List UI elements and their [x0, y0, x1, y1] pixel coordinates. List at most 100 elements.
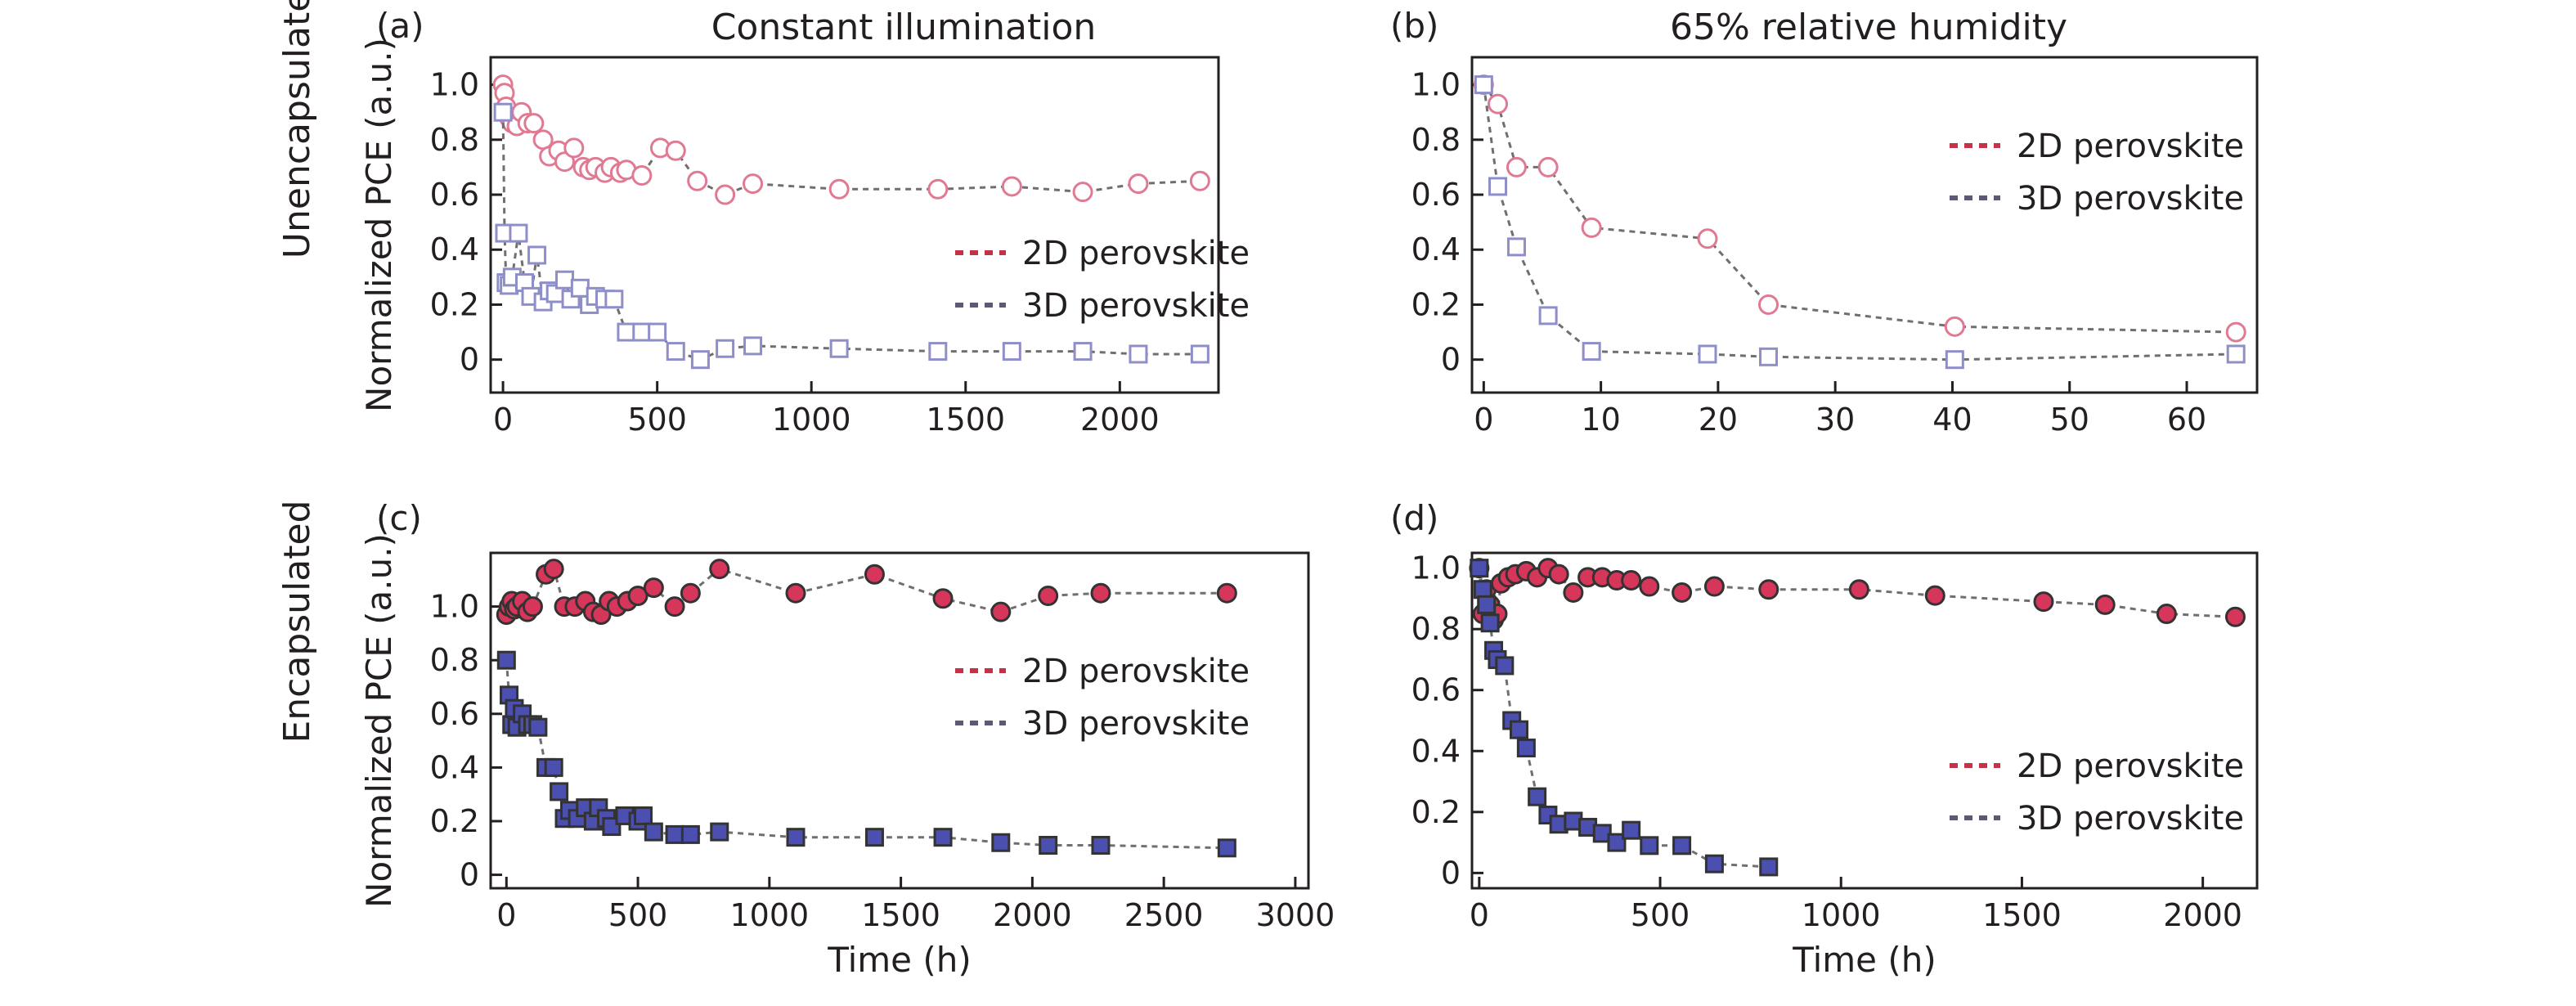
x-tick-label: 2000: [993, 897, 1072, 933]
column-title-illumination: Constant illumination: [711, 7, 1097, 48]
data-point-3d: [1704, 854, 1724, 874]
data-point-2d: [1581, 217, 1602, 238]
data-point-3d: [786, 828, 806, 847]
data-point-2d: [715, 184, 736, 205]
data-point-2d: [785, 582, 806, 604]
data-point-2d: [1038, 585, 1059, 606]
y-tick-label: 0.2: [1411, 794, 1461, 830]
x-tick-label: 1000: [729, 897, 809, 933]
x-tick-label: 0: [496, 897, 516, 933]
panel-label: (d): [1390, 498, 1438, 538]
data-point-3d: [2226, 344, 2246, 364]
data-point-3d: [933, 828, 953, 847]
legend-label-2d: 2D perovskite: [1022, 653, 1250, 690]
data-point-3d: [743, 336, 763, 356]
data-point-3d: [690, 350, 710, 370]
panel-a: 0 500 1000 1500 2000 0 0.2 0.4 0.6 0.8 1.0(a)Norma…: [359, 6, 1250, 438]
data-point-3d: [716, 339, 735, 358]
data-point-3d: [617, 322, 636, 342]
data-point-3d: [1516, 739, 1536, 758]
data-point-2d: [1621, 570, 1642, 591]
data-point-2d: [1758, 579, 1779, 600]
y-tick-label: 0.4: [1411, 231, 1461, 267]
data-point-3d: [648, 322, 667, 342]
panel-d: 0 500 1000 1500 2000 0 0.2 0.4 0.6 0.8 1.0 (d) Time …: [1390, 498, 2259, 980]
legend-label-2d: 2D perovskite: [2017, 128, 2244, 165]
y-tick-label: 0: [1441, 342, 1461, 378]
column-title-humidity: 65% relative humidity: [1670, 7, 2067, 48]
x-tick-label: 3000: [1256, 897, 1335, 933]
data-point-2d: [680, 582, 701, 604]
y-tick-label: 0.6: [430, 696, 479, 732]
x-tick-label: 500: [608, 897, 668, 933]
data-point-2d: [1488, 93, 1509, 115]
x-tick-label: 60: [2167, 402, 2206, 438]
data-point-2d: [664, 596, 685, 618]
x-tick-label: 30: [1815, 402, 1855, 438]
y-tick-label: 0.8: [1411, 122, 1461, 158]
legend-label-3d: 3D perovskite: [1022, 287, 1250, 325]
y-axis-label: Normalized PCE (a.u.): [359, 38, 399, 412]
legend-label-2d: 2D perovskite: [2017, 748, 2244, 785]
data-point-3d: [1129, 344, 1148, 364]
data-point-2d: [554, 151, 576, 173]
data-point-3d: [1698, 344, 1717, 364]
data-point-3d: [528, 717, 548, 737]
data-point-3d: [864, 828, 884, 847]
data-point-2d: [2224, 606, 2246, 627]
x-tick-label: 20: [1699, 402, 1738, 438]
data-point-3d: [1002, 342, 1021, 362]
data-point-2d: [627, 585, 648, 606]
data-point-2d: [864, 564, 885, 585]
data-point-3d: [527, 245, 547, 265]
data-point-2d: [1758, 294, 1779, 315]
data-point-3d: [1091, 836, 1111, 856]
x-tick-label: 1500: [1982, 897, 2062, 933]
y-tick-label: 0.4: [1411, 733, 1461, 769]
y-tick-label: 0.2: [430, 803, 479, 839]
x-tick-label: 500: [1631, 897, 1690, 933]
data-point-3d: [1217, 838, 1236, 858]
y-tick-label: 0.2: [430, 286, 479, 322]
legend-label-3d: 3D perovskite: [2017, 800, 2244, 838]
x-tick-label: 0: [1470, 897, 1489, 933]
x-tick-label: 40: [1932, 402, 1972, 438]
data-point-3d: [829, 339, 849, 358]
data-point-3d: [1528, 787, 1547, 806]
data-point-2d: [1672, 582, 1693, 603]
data-point-3d: [496, 650, 516, 670]
x-axis-label: Time (h): [827, 940, 972, 980]
data-point-2d: [927, 178, 949, 200]
data-point-2d: [2033, 591, 2054, 613]
series-line-2d: [1478, 566, 2236, 623]
data-point-3d: [710, 822, 729, 842]
data-point-3d: [665, 824, 684, 844]
data-point-3d: [555, 270, 575, 290]
row-title-encapsulated: Encapsulated: [276, 500, 318, 743]
y-tick-label: 0.2: [1411, 286, 1461, 322]
panel-b: 0 10 20 30 40 50 60 0 0.2 0.4 0.6 0.8 1.0 (b) 2D perov…: [1390, 6, 2259, 438]
legend-label-2d: 2D perovskite: [1022, 235, 1250, 272]
y-tick-label: 0.6: [1411, 177, 1461, 213]
x-tick-label: 2000: [1080, 402, 1160, 438]
data-point-3d: [1582, 342, 1601, 362]
data-point-2d: [643, 577, 664, 599]
x-tick-label: 50: [2050, 402, 2089, 438]
data-point-3d: [570, 278, 590, 298]
data-point-3d: [544, 757, 563, 777]
y-tick-label: 0: [460, 342, 479, 378]
y-tick-label: 0.8: [430, 642, 479, 678]
plot-frame: [1470, 551, 2259, 890]
x-tick-label: 500: [627, 402, 687, 438]
data-point-3d: [1607, 833, 1627, 852]
data-point-2d: [543, 559, 564, 580]
data-point-2d: [1639, 576, 1660, 597]
data-point-2d: [932, 588, 954, 609]
data-point-2d: [1506, 156, 1527, 177]
data-point-3d: [1470, 559, 1489, 578]
data-point-3d: [928, 342, 948, 362]
data-point-3d: [509, 223, 528, 243]
data-point-2d: [1697, 228, 1718, 249]
data-point-3d: [1640, 836, 1659, 856]
data-point-2d: [522, 596, 543, 618]
